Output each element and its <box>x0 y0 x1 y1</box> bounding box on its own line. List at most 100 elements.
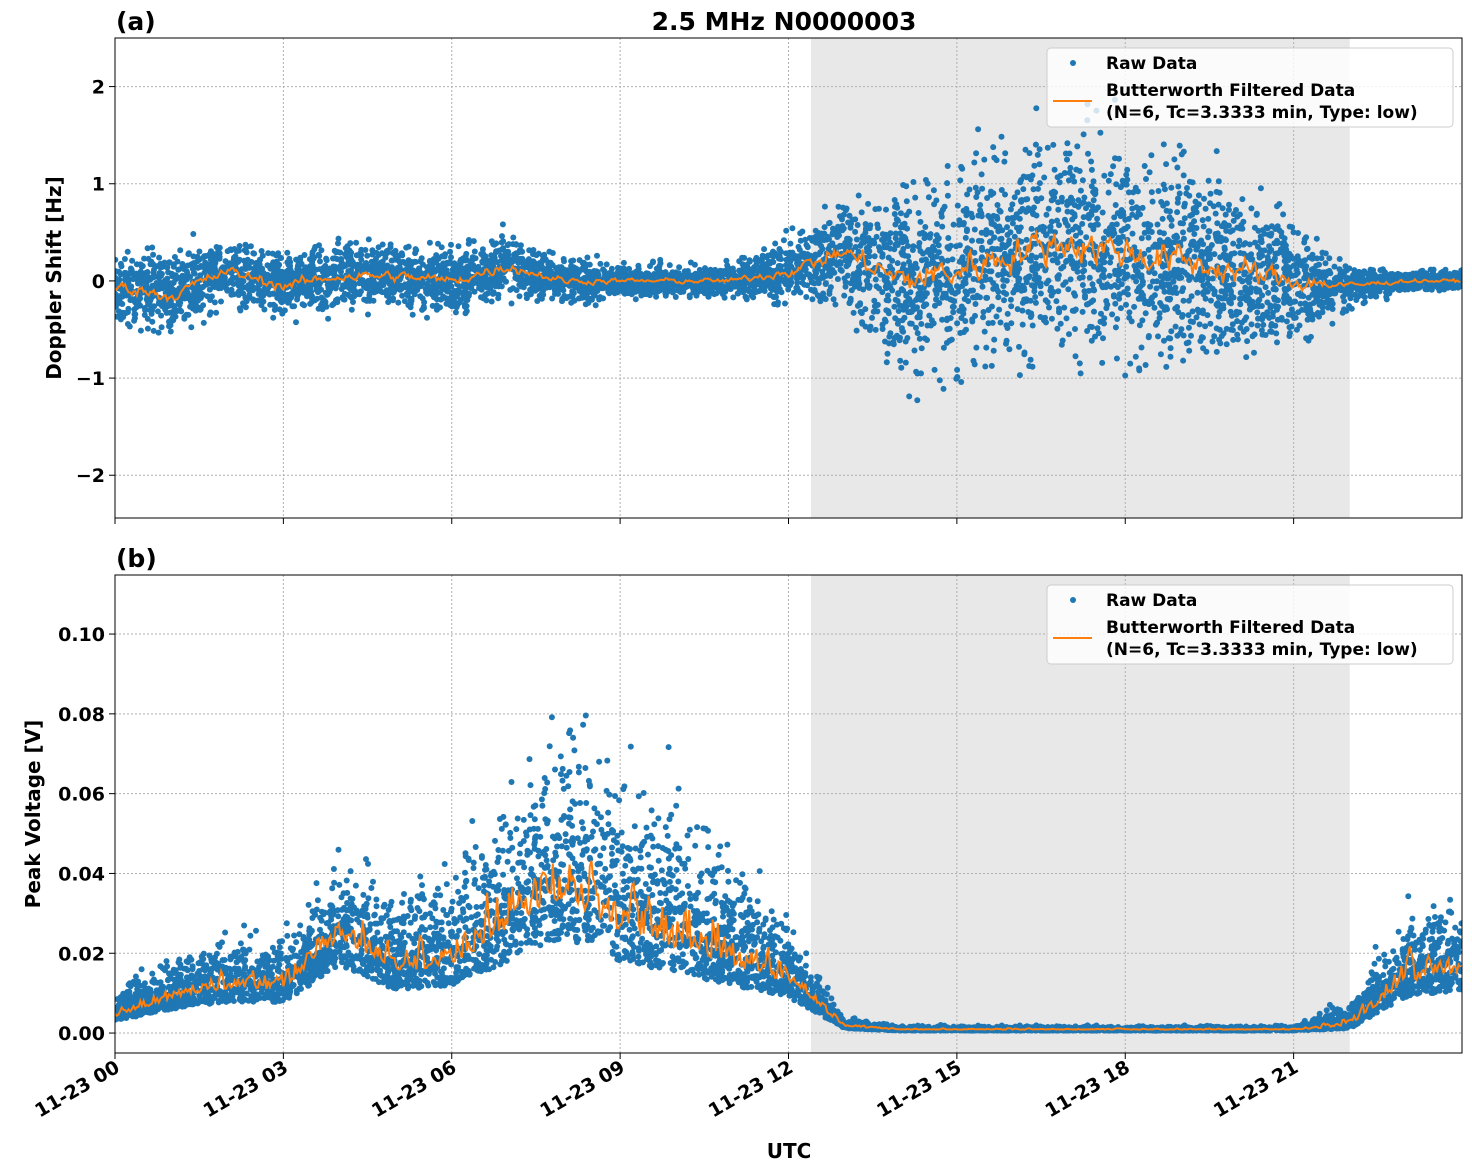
raw-data-point <box>739 254 746 261</box>
raw-data-point <box>835 203 842 210</box>
raw-data-point <box>944 326 951 333</box>
raw-data-point <box>184 262 191 269</box>
raw-data-point <box>1104 250 1110 257</box>
raw-data-point <box>1174 332 1181 339</box>
raw-data-point <box>1065 228 1072 235</box>
raw-data-point <box>115 256 119 263</box>
raw-data-point <box>1185 339 1192 346</box>
raw-data-point <box>1031 284 1038 291</box>
raw-data-point <box>745 288 752 295</box>
raw-data-point <box>1234 213 1241 220</box>
raw-data-point <box>1336 266 1343 273</box>
raw-data-point <box>960 220 967 226</box>
raw-data-point <box>154 308 161 315</box>
raw-data-point <box>323 255 330 262</box>
raw-data-point <box>702 265 708 272</box>
raw-data-point <box>1088 183 1095 190</box>
raw-data-point <box>1268 230 1275 237</box>
raw-data-point <box>1234 331 1241 338</box>
raw-data-point <box>1217 340 1224 347</box>
raw-data-point <box>1076 360 1083 367</box>
raw-data-point <box>932 302 938 309</box>
raw-data-point <box>966 186 973 193</box>
raw-data-point <box>961 261 968 268</box>
raw-data-point <box>1057 320 1064 327</box>
raw-data-point <box>1239 196 1246 203</box>
raw-data-point <box>1285 268 1291 275</box>
raw-data-point <box>1156 315 1163 321</box>
raw-data-point <box>1027 356 1034 363</box>
raw-data-point <box>842 279 849 286</box>
raw-data-point <box>1067 164 1074 171</box>
raw-data-point <box>1028 312 1035 319</box>
raw-data-point <box>277 255 284 261</box>
raw-data-point <box>1031 162 1038 169</box>
raw-data-point <box>865 238 872 245</box>
raw-data-point <box>927 252 934 259</box>
raw-data-point <box>1309 291 1316 298</box>
raw-data-point <box>866 253 873 260</box>
raw-data-point <box>1079 220 1086 227</box>
raw-data-point <box>869 314 875 321</box>
raw-data-point <box>1329 320 1336 327</box>
raw-data-point <box>606 290 613 297</box>
raw-data-point <box>1007 296 1014 303</box>
raw-data-point <box>1168 239 1175 246</box>
raw-data-point <box>1072 326 1078 332</box>
raw-data-point <box>966 210 973 217</box>
raw-data-point <box>1064 198 1071 205</box>
raw-data-point <box>1230 262 1237 269</box>
raw-data-point <box>954 320 961 327</box>
raw-data-point <box>1230 240 1237 247</box>
raw-data-point <box>311 254 318 261</box>
raw-data-point <box>1146 269 1153 275</box>
raw-data-point <box>448 283 455 290</box>
raw-data-point <box>1254 322 1261 329</box>
raw-data-point <box>366 292 373 299</box>
raw-data-point <box>990 144 997 151</box>
raw-data-point <box>1189 308 1196 315</box>
raw-data-point <box>1172 305 1179 312</box>
raw-data-point <box>855 264 862 271</box>
raw-data-point <box>979 244 985 251</box>
raw-data-point <box>918 345 925 352</box>
raw-data-point <box>854 269 861 275</box>
raw-data-point <box>1313 287 1320 294</box>
raw-data-point <box>783 250 789 257</box>
raw-data-point <box>996 306 1003 313</box>
raw-data-point <box>505 241 512 248</box>
raw-data-point <box>307 284 314 291</box>
raw-data-point <box>1048 315 1055 322</box>
raw-data-point <box>887 330 894 337</box>
raw-data-point <box>222 258 229 265</box>
raw-data-point <box>776 263 783 269</box>
raw-data-point <box>1000 289 1007 296</box>
raw-data-point <box>782 300 788 307</box>
raw-data-point <box>1199 217 1206 224</box>
raw-data-point <box>433 306 440 313</box>
raw-data-point <box>981 328 988 335</box>
raw-data-point <box>983 344 990 351</box>
raw-data-point <box>981 156 988 163</box>
raw-data-point <box>1186 192 1193 199</box>
raw-data-point <box>1290 229 1297 236</box>
raw-data-point <box>291 303 298 310</box>
raw-data-point <box>730 294 737 301</box>
raw-data-point <box>1223 227 1230 234</box>
raw-data-point <box>368 267 375 274</box>
raw-data-point <box>726 283 733 290</box>
raw-data-point <box>331 255 338 262</box>
raw-data-point <box>1077 187 1084 194</box>
raw-data-point <box>1304 316 1311 323</box>
raw-data-point <box>1222 211 1229 218</box>
raw-data-point <box>269 250 276 257</box>
raw-data-point <box>1156 310 1163 317</box>
raw-data-point <box>1199 334 1206 341</box>
raw-data-point <box>984 248 991 255</box>
raw-data-point <box>424 314 430 321</box>
raw-data-point <box>841 292 848 299</box>
raw-data-point <box>803 294 810 300</box>
raw-data-point <box>1273 330 1280 337</box>
raw-data-point <box>365 311 371 318</box>
raw-data-point <box>971 226 978 233</box>
